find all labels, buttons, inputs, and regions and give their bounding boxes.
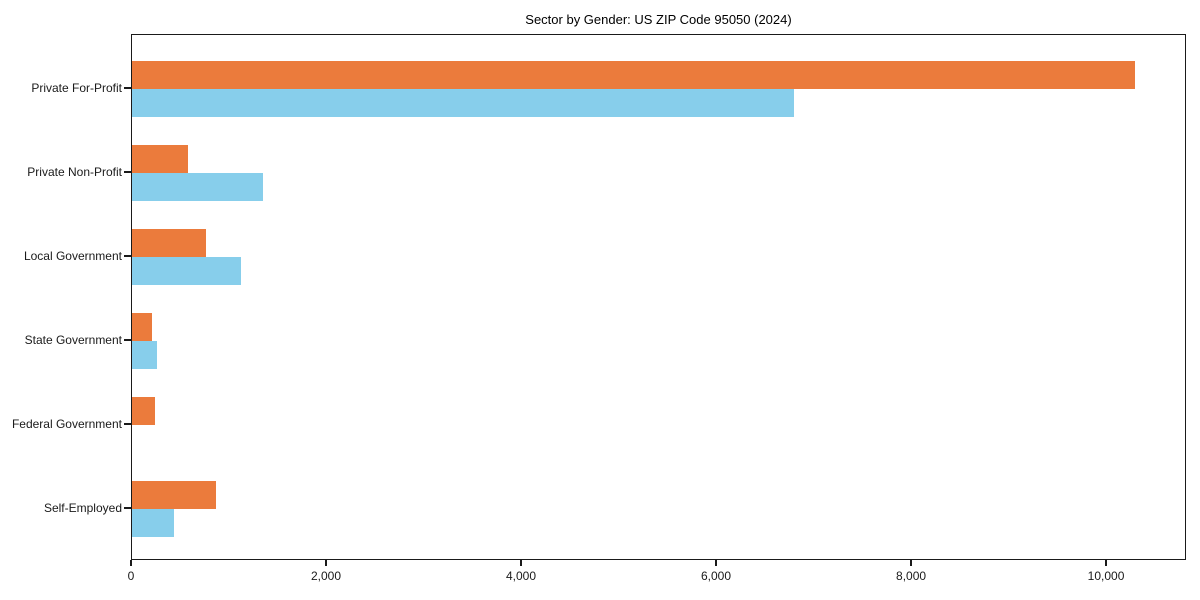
y-tick-label-federal-government: Federal Government: [11, 417, 122, 431]
x-tick-mark: [520, 560, 522, 566]
bar-male-state-government: [132, 313, 153, 341]
x-tick-mark: [1105, 560, 1107, 566]
chart-title: Sector by Gender: US ZIP Code 95050 (202…: [525, 12, 792, 27]
bar-female-state-government: [132, 341, 157, 369]
y-tick-mark: [124, 255, 131, 257]
bar-male-self-employed: [132, 481, 216, 509]
y-tick-mark: [124, 87, 131, 89]
y-tick-mark: [124, 423, 131, 425]
y-tick-label-private-non-profit: Private Non-Profit: [27, 165, 122, 179]
y-tick-mark: [124, 507, 131, 509]
y-tick-mark: [124, 339, 131, 341]
plot-canvas: [132, 35, 1185, 559]
y-tick-label-self-employed: Self-Employed: [43, 501, 122, 515]
x-tick-label-4000: 4,000: [506, 569, 537, 583]
x-tick-label-8000: 8,000: [896, 569, 927, 583]
x-tick-mark: [910, 560, 912, 566]
x-tick-mark: [715, 560, 717, 566]
plot-area: MaleFemale: [131, 34, 1186, 560]
x-tick-label-10000: 10,000: [1087, 569, 1125, 583]
bar-male-federal-government: [132, 397, 155, 425]
bar-female-private-for-profit: [132, 89, 795, 117]
x-tick-mark: [325, 560, 327, 566]
y-tick-label-private-for-profit: Private For-Profit: [31, 81, 122, 95]
y-tick-label-state-government: State Government: [24, 333, 122, 347]
x-tick-label-2000: 2,000: [310, 569, 342, 583]
bar-male-local-government: [132, 229, 207, 257]
bar-female-self-employed: [132, 509, 174, 537]
bar-female-private-non-profit: [132, 173, 263, 201]
x-tick-label-6000: 6,000: [701, 569, 732, 583]
bar-male-private-non-profit: [132, 145, 188, 173]
bar-female-local-government: [132, 257, 242, 285]
x-tick-label-0: 0: [127, 569, 135, 583]
y-tick-mark: [124, 171, 131, 173]
x-tick-mark: [130, 560, 132, 566]
y-tick-label-local-government: Local Government: [23, 249, 122, 263]
bar-male-private-for-profit: [132, 61, 1136, 89]
